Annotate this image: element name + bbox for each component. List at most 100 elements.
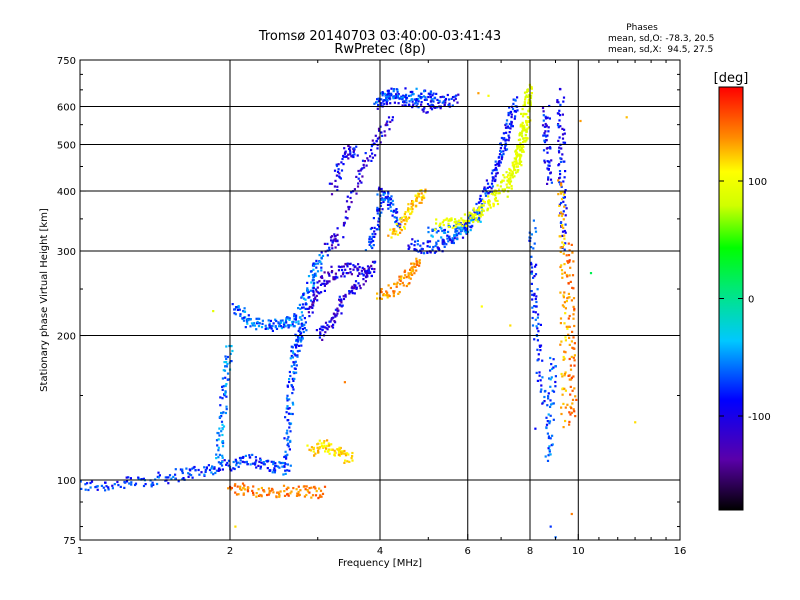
data-point	[297, 322, 300, 325]
data-point	[286, 385, 289, 388]
data-point	[541, 359, 544, 362]
data-point	[566, 297, 569, 300]
data-point	[364, 152, 367, 155]
data-point	[317, 449, 320, 452]
data-point	[256, 322, 259, 325]
data-point	[563, 271, 566, 274]
data-point	[312, 450, 315, 453]
data-point	[354, 284, 357, 287]
data-point	[462, 221, 465, 224]
data-point	[321, 254, 325, 257]
data-point	[563, 176, 566, 179]
data-point	[105, 485, 108, 488]
data-point	[507, 126, 510, 129]
data-point	[448, 98, 451, 101]
data-point	[230, 487, 233, 490]
data-point	[351, 459, 354, 462]
data-point	[499, 147, 502, 150]
data-point	[470, 217, 473, 220]
data-point	[320, 442, 323, 445]
data-point	[282, 326, 285, 329]
data-point	[130, 483, 133, 486]
data-point	[370, 240, 373, 243]
data-point	[427, 95, 430, 99]
data-point	[561, 246, 564, 249]
data-point	[284, 416, 287, 419]
data-point	[358, 172, 361, 175]
data-point	[552, 390, 556, 393]
data-point	[447, 240, 450, 243]
data-point	[431, 228, 434, 231]
data-point	[331, 241, 334, 244]
data-point	[411, 106, 414, 109]
data-point	[508, 131, 511, 134]
data-point	[508, 179, 511, 183]
data-point	[248, 317, 251, 321]
data-point	[522, 145, 525, 149]
data-point	[407, 207, 410, 210]
x-tick-label: 4	[377, 546, 383, 557]
data-point	[410, 262, 413, 265]
data-point	[320, 444, 323, 447]
data-point	[497, 164, 500, 167]
data-point	[544, 130, 547, 133]
data-point	[187, 475, 190, 478]
data-point	[573, 347, 576, 350]
data-point	[549, 414, 552, 417]
data-point	[400, 229, 403, 232]
data-point	[323, 444, 326, 447]
data-point	[170, 477, 173, 480]
data-point	[299, 489, 302, 492]
data-point	[328, 444, 331, 447]
data-point	[543, 400, 546, 403]
data-point	[370, 245, 373, 248]
data-point	[314, 272, 317, 275]
data-point	[475, 202, 478, 206]
data-point	[543, 390, 546, 393]
data-point	[319, 327, 322, 330]
data-point	[172, 475, 175, 478]
data-point	[225, 408, 228, 411]
data-point	[524, 129, 527, 132]
data-point	[129, 477, 132, 480]
data-point	[410, 205, 413, 208]
data-point	[564, 389, 567, 392]
data-point	[434, 106, 437, 109]
data-point	[283, 321, 286, 324]
data-point	[510, 174, 513, 177]
data-point	[341, 268, 344, 272]
data-point	[530, 246, 533, 249]
data-point	[230, 345, 233, 348]
data-point	[402, 284, 405, 287]
x-axis-label: Frequency [MHz]	[338, 558, 422, 569]
data-point	[503, 137, 506, 140]
data-point	[496, 202, 500, 206]
data-point	[283, 437, 286, 440]
data-point	[381, 208, 384, 211]
data-point	[447, 104, 450, 107]
data-point	[368, 240, 371, 243]
data-point	[374, 233, 377, 236]
data-point	[157, 471, 160, 474]
data-point	[328, 246, 331, 249]
data-point	[535, 295, 538, 298]
data-point	[395, 88, 398, 91]
data-point	[535, 263, 538, 266]
data-point	[350, 201, 353, 204]
data-point	[505, 183, 508, 186]
x-tick-label: 2	[227, 546, 233, 557]
data-point	[396, 96, 399, 99]
data-point	[225, 345, 228, 348]
data-point	[488, 185, 491, 188]
data-point	[290, 350, 293, 353]
data-point	[339, 265, 342, 269]
data-point	[309, 449, 313, 452]
data-point	[319, 283, 323, 286]
data-point	[377, 97, 380, 100]
data-point	[479, 194, 482, 197]
data-point	[528, 94, 531, 97]
data-point	[351, 154, 354, 157]
data-point	[375, 140, 378, 143]
data-point	[546, 167, 549, 170]
